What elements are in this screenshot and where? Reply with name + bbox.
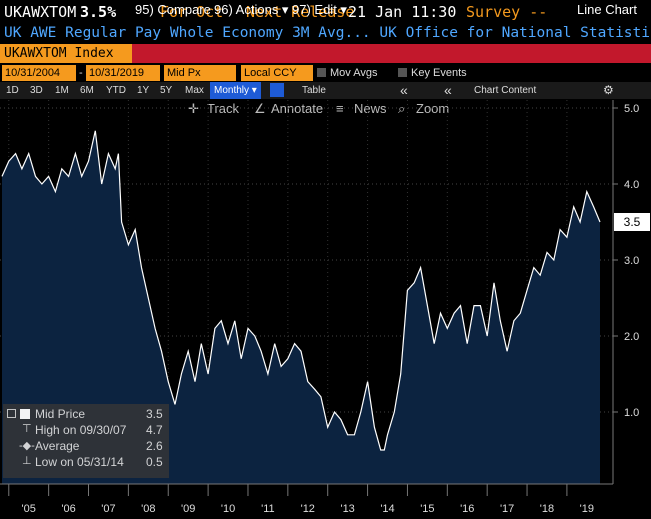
legend-avg-value: 2.6 xyxy=(146,439,163,453)
actions-menu[interactable]: 96) Actions ▾ xyxy=(214,2,289,17)
menu-bar xyxy=(0,44,651,63)
x-tick-label: '08 xyxy=(141,503,155,515)
legend-low-label: Low on 05/31/14 xyxy=(35,455,124,469)
range-3d[interactable]: 3D xyxy=(30,85,43,96)
table-button[interactable]: Table xyxy=(302,85,326,96)
date-dash: - xyxy=(79,67,83,79)
edit-menu[interactable]: 97) Edit ▾ xyxy=(292,2,347,17)
mid-price-swatch xyxy=(20,409,30,419)
x-tick-label: '05 xyxy=(22,503,36,515)
x-tick-label: '11 xyxy=(261,503,275,515)
period-label: For Oct xyxy=(160,3,224,21)
next-release-label: Next Release xyxy=(246,3,355,21)
y-tick-label: 1.0 xyxy=(624,407,639,419)
legend-high-value: 4.7 xyxy=(146,423,163,437)
chart-content-button[interactable]: Chart Content xyxy=(474,85,537,96)
low-marker-icon: ⊥ xyxy=(22,455,32,467)
survey-label: Survey -- xyxy=(466,3,548,21)
zoom-icon[interactable]: ⌕ xyxy=(398,101,406,116)
x-tick-label: '12 xyxy=(301,503,315,515)
security-header: UKAWXTOM 3.5% For Oct Next Release 21 Ja… xyxy=(0,0,651,24)
end-date-field[interactable]: 10/31/2019 xyxy=(86,65,160,81)
ticker-field[interactable]: UKAWXTOM Index xyxy=(0,44,132,63)
x-tick-label: '07 xyxy=(101,503,115,515)
legend-high-label: High on 09/30/07 xyxy=(35,423,127,437)
x-tick-label: '13 xyxy=(340,503,354,515)
range-1y[interactable]: 1Y xyxy=(137,85,150,96)
field-select[interactable]: Mid Px xyxy=(164,65,236,81)
collapse-left-icon[interactable]: « xyxy=(400,82,408,98)
last-value-tag-label: 3.5 xyxy=(624,215,641,229)
next-release-value: 21 Jan 11:30 xyxy=(348,3,457,21)
average-marker-icon: -◆- xyxy=(19,440,35,452)
compare-button[interactable]: 95) Compare xyxy=(135,2,211,17)
collapse-right-icon[interactable]: « xyxy=(444,82,452,98)
range-bar: 1D 3D 1M 6M YTD 1Y 5Y Max Monthly ▾ Tabl… xyxy=(0,82,651,99)
annotate-button[interactable]: Annotate xyxy=(271,101,324,116)
series-area xyxy=(2,130,600,485)
range-6m[interactable]: 6M xyxy=(80,85,94,96)
legend-panel[interactable]: Mid Price 3.5 ⊤ High on 09/30/07 4.7 -◆-… xyxy=(3,404,169,478)
key-events-checkbox[interactable] xyxy=(398,68,407,77)
parameter-bar: 10/31/2004 - 10/31/2019 Mid Px Local CCY… xyxy=(0,64,651,82)
description-bar: UK AWE Regular Pay Whole Economy 3M Avg.… xyxy=(0,24,651,44)
legend-toggle-icon[interactable] xyxy=(7,409,16,418)
gear-icon[interactable]: ⚙ xyxy=(603,83,614,97)
x-axis-ticks: '05 '06 '07 '08 '09 '10 '11 '12 '13 '14 '15 '16 '17 '… xyxy=(8,484,594,515)
x-tick-label: '10 xyxy=(221,503,235,515)
y-axis-ticks: 1.0 2.0 3.0 4.0 5.0 xyxy=(613,103,639,419)
x-tick-label: '19 xyxy=(580,503,594,515)
legend-mid-label: Mid Price xyxy=(35,407,86,421)
currency-select[interactable]: Local CCY xyxy=(241,65,313,81)
annotate-icon[interactable]: ∠ xyxy=(254,101,266,116)
y-tick-label: 3.0 xyxy=(624,255,639,267)
x-tick-label: '14 xyxy=(380,503,394,515)
mov-avgs-label: Mov Avgs xyxy=(330,67,378,79)
last-value: 3.5% xyxy=(80,3,117,21)
range-max[interactable]: Max xyxy=(185,85,204,96)
last-value-tag: 3.5 xyxy=(614,213,650,231)
x-tick-label: '09 xyxy=(181,503,195,515)
x-tick-label: '17 xyxy=(500,503,514,515)
x-tick-label: '15 xyxy=(420,503,434,515)
high-marker-icon: ⊤ xyxy=(22,423,32,435)
y-tick-label: 2.0 xyxy=(624,331,639,343)
legend-mid-value: 3.5 xyxy=(146,407,163,421)
range-ytd[interactable]: YTD xyxy=(106,85,126,96)
track-icon[interactable]: ✛ xyxy=(188,101,199,116)
security-description: UK AWE Regular Pay Whole Economy 3M Avg.… xyxy=(4,25,651,41)
x-tick-label: '16 xyxy=(460,503,474,515)
news-button[interactable]: News xyxy=(354,101,387,116)
legend-avg-label: Average xyxy=(35,439,80,453)
y-tick-label: 4.0 xyxy=(624,179,639,191)
legend-low-value: 0.5 xyxy=(146,455,163,469)
series-line xyxy=(1,130,601,451)
frequency-select[interactable]: Monthly ▾ xyxy=(210,82,261,99)
view-label[interactable]: Line Chart xyxy=(577,2,637,17)
x-tick-label: '06 xyxy=(61,503,75,515)
range-1d[interactable]: 1D xyxy=(6,85,19,96)
news-icon[interactable]: ≡ xyxy=(336,101,344,116)
ticker-label: UKAWXTOM xyxy=(4,3,77,21)
range-1m[interactable]: 1M xyxy=(55,85,69,96)
y-tick-label: 5.0 xyxy=(624,103,639,115)
key-events-label: Key Events xyxy=(411,67,467,79)
line-chart-icon[interactable] xyxy=(270,83,284,97)
track-button[interactable]: Track xyxy=(207,101,240,116)
mov-avgs-checkbox[interactable] xyxy=(317,68,326,77)
range-5y[interactable]: 5Y xyxy=(160,85,173,96)
start-date-field[interactable]: 10/31/2004 xyxy=(2,65,76,81)
x-tick-label: '18 xyxy=(540,503,554,515)
